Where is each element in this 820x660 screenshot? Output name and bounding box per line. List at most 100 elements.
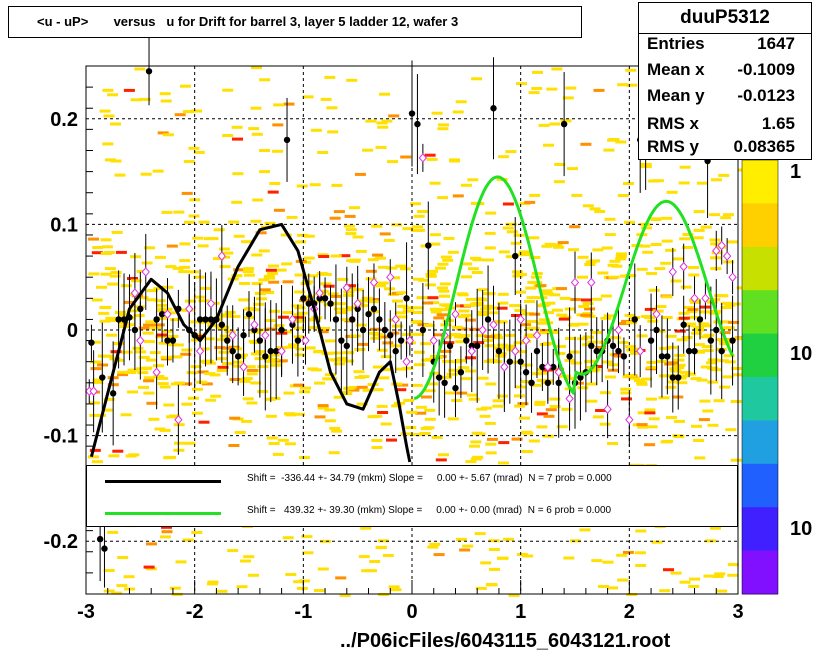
bin-cell	[505, 255, 517, 259]
bin-cell	[620, 391, 632, 395]
bin-cell	[161, 525, 172, 529]
bin-cell	[483, 258, 494, 262]
bin-cell	[648, 417, 660, 421]
profile-point	[321, 295, 329, 302]
fit-legend-entry-black: Shift = -336.44 +- 34.79 (mkm) Slope = 0…	[87, 470, 737, 490]
bin-cell	[397, 383, 409, 387]
bin-cell	[163, 403, 175, 407]
bin-cell	[521, 450, 533, 453]
profile-point	[96, 535, 104, 543]
bin-cell	[269, 182, 281, 185]
bin-cell	[301, 535, 313, 539]
bin-cell	[660, 261, 672, 265]
bin-cell	[381, 119, 393, 123]
bin-cell	[691, 424, 702, 428]
bin-cell	[114, 173, 126, 177]
bin-cell	[295, 240, 307, 244]
bin-cell	[604, 217, 616, 221]
bin-cell	[109, 357, 121, 361]
bin-cell	[557, 241, 569, 245]
bin-cell	[699, 310, 710, 314]
bin-cell	[422, 301, 434, 305]
bin-cell	[154, 255, 166, 259]
bin-cell	[549, 293, 561, 297]
bin-cell	[456, 327, 468, 331]
bin-cell	[346, 78, 358, 82]
bin-cell	[655, 305, 667, 308]
bin-cell	[644, 411, 656, 415]
bin-cell	[324, 419, 336, 423]
bin-cell	[115, 250, 127, 254]
bin-cell	[411, 311, 423, 314]
stats-label: RMS y	[647, 137, 699, 156]
bin-cell	[303, 256, 315, 260]
bin-cell	[201, 382, 213, 386]
stats-title: duuP5312	[639, 3, 811, 34]
bin-cell	[560, 119, 572, 123]
bin-cell	[367, 258, 379, 262]
plot-title: <u - uP> versus u for Drift for barrel 3…	[8, 6, 582, 38]
bin-cell	[329, 216, 341, 220]
bin-cell	[143, 391, 155, 395]
bin-cell	[682, 233, 694, 236]
bin-cell	[282, 311, 294, 314]
bin-cell	[626, 83, 638, 87]
bin-cell	[108, 454, 120, 458]
bin-cell	[601, 246, 613, 250]
bin-cell	[352, 235, 364, 239]
bin-cell	[524, 300, 535, 303]
bin-cell	[157, 131, 169, 135]
bin-cell	[344, 214, 356, 218]
bin-cell	[298, 456, 310, 460]
bin-cell	[331, 429, 343, 433]
bin-cell	[730, 400, 742, 403]
bin-cell	[103, 397, 115, 401]
bin-cell	[727, 573, 739, 577]
bin-cell	[710, 526, 721, 530]
bin-cell	[615, 140, 627, 144]
bin-cell	[377, 539, 389, 543]
bin-cell	[173, 210, 185, 214]
bin-cell	[294, 319, 306, 323]
bin-cell	[284, 442, 296, 446]
bin-cell	[496, 306, 508, 310]
bin-cell	[546, 87, 558, 91]
bin-cell	[429, 307, 441, 311]
bin-cell	[621, 397, 632, 401]
bin-cell	[337, 277, 349, 281]
bin-cell	[114, 311, 126, 314]
bin-cell	[570, 539, 581, 543]
bin-cell	[552, 308, 563, 312]
bin-cell	[141, 261, 153, 265]
bin-cell	[453, 335, 465, 339]
bin-cell	[101, 408, 113, 412]
bin-cell	[498, 155, 510, 159]
fit-line-swatch	[105, 512, 221, 515]
bin-cell	[553, 245, 565, 249]
bin-cell	[236, 585, 248, 589]
bin-cell	[597, 271, 609, 275]
bin-cell	[400, 155, 412, 159]
bin-cell	[524, 200, 536, 204]
bin-cell	[492, 399, 504, 403]
bin-cell	[528, 439, 540, 443]
open-marker	[511, 346, 520, 356]
bin-cell	[259, 149, 271, 152]
bin-cell	[543, 292, 554, 296]
bin-cell	[685, 372, 696, 376]
bin-cell	[266, 327, 278, 331]
bin-cell	[396, 315, 408, 319]
bin-cell	[466, 393, 478, 397]
bin-cell	[343, 386, 355, 390]
bin-cell	[688, 273, 700, 277]
bin-cell	[250, 219, 262, 223]
bin-cell	[654, 329, 666, 333]
palette-band	[742, 463, 778, 508]
bin-cell	[294, 306, 306, 310]
profile-point	[495, 347, 503, 355]
bin-cell	[438, 123, 449, 127]
bin-cell	[170, 318, 182, 322]
bin-cell	[636, 267, 648, 271]
bin-cell	[143, 565, 155, 569]
bin-cell	[609, 259, 621, 263]
